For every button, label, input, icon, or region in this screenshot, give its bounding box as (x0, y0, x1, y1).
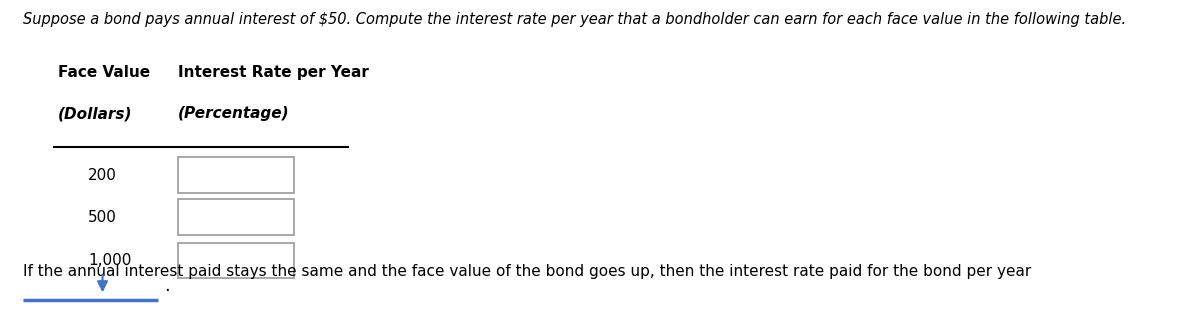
Text: (Percentage): (Percentage) (179, 106, 290, 122)
Text: 1,000: 1,000 (88, 253, 131, 268)
Bar (179, 199, 294, 235)
Bar (179, 243, 294, 278)
Text: .: . (164, 277, 170, 295)
Text: Face Value: Face Value (58, 65, 150, 80)
Text: If the annual interest paid stays the same and the face value of the bond goes u: If the annual interest paid stays the sa… (23, 264, 1031, 279)
Bar (179, 158, 294, 193)
Text: Interest Rate per Year: Interest Rate per Year (179, 65, 370, 80)
Text: 200: 200 (88, 168, 116, 183)
Text: (Dollars): (Dollars) (58, 106, 132, 122)
Text: 500: 500 (88, 209, 116, 225)
Text: Suppose a bond pays annual interest of $50. Compute the interest rate per year t: Suppose a bond pays annual interest of $… (23, 12, 1126, 27)
